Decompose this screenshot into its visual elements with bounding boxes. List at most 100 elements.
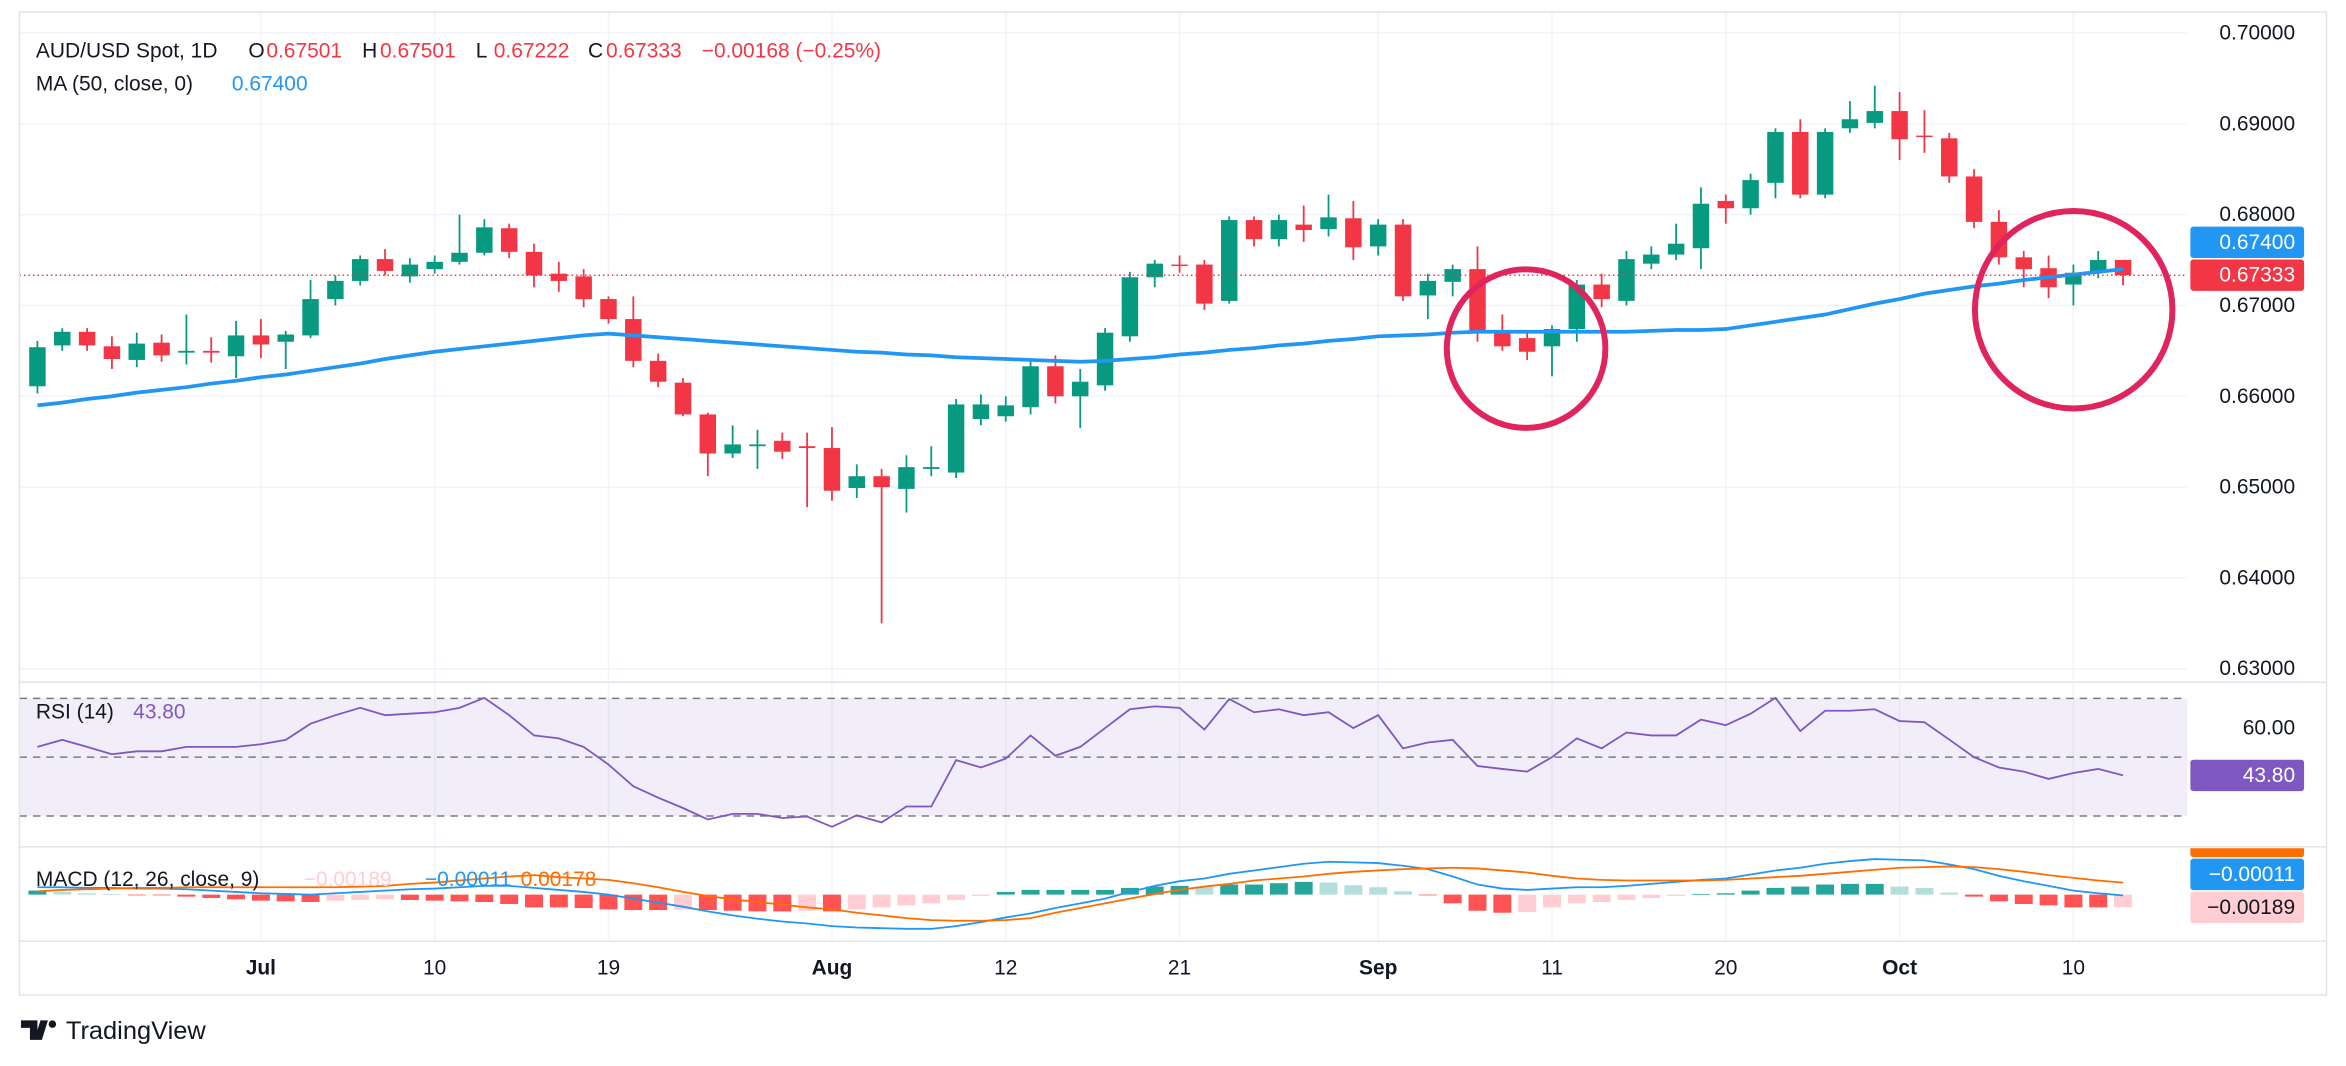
histogram-bar xyxy=(1667,894,1686,896)
x-tick-label: 12 xyxy=(994,957,1017,980)
histogram-bar xyxy=(351,894,370,900)
histogram-bar xyxy=(599,894,618,910)
histogram-bar xyxy=(2014,894,2033,905)
histogram-bar xyxy=(1369,887,1388,895)
candle-body xyxy=(401,264,419,277)
histogram-bar xyxy=(1443,894,1462,904)
candle-body xyxy=(699,414,717,454)
histogram-bar xyxy=(1418,894,1437,896)
x-tick-label: 10 xyxy=(423,957,446,980)
candle-body xyxy=(376,259,394,271)
histogram-bar xyxy=(723,894,742,911)
candle-body xyxy=(451,252,468,262)
axis-value-label: 43.80 xyxy=(2243,764,2295,787)
histogram-bar xyxy=(1840,883,1859,895)
candle-body xyxy=(2065,272,2082,285)
histogram-bar xyxy=(1915,887,1934,895)
candle-body xyxy=(1866,111,1883,123)
candle-body xyxy=(1494,332,1511,347)
price-axis: 0.63000 0.64000 0.65000 0.66000 0.67000 0.680… xyxy=(2190,21,2305,792)
histogram-bar xyxy=(1493,894,1512,913)
ma-value: 0.67400 xyxy=(232,72,308,95)
histogram-bar xyxy=(2064,894,2083,908)
histogram-bar xyxy=(2114,894,2133,908)
x-tick-label: 19 xyxy=(597,957,620,980)
axis-value-box xyxy=(2190,858,2305,891)
histogram-bar xyxy=(102,893,121,895)
candle-body xyxy=(600,299,617,320)
histogram-bar xyxy=(127,894,146,896)
candle-body xyxy=(1171,264,1188,267)
histogram-bar xyxy=(1766,887,1785,895)
histogram-bar xyxy=(1691,893,1710,895)
histogram-bar xyxy=(872,894,891,908)
histogram-bar xyxy=(1096,889,1115,895)
axis-value-label: −0.00189 xyxy=(2207,896,2295,919)
rsi-value: 43.80 xyxy=(133,701,185,724)
candle-body xyxy=(947,404,965,473)
candle-body xyxy=(2114,259,2132,276)
highlight-circle xyxy=(1443,266,1609,431)
close-value: 0.67333 xyxy=(606,39,682,62)
x-tick-label: Aug xyxy=(812,957,853,980)
histogram-bar xyxy=(1642,894,1661,898)
histogram-bar xyxy=(1319,882,1338,895)
axis-value-label: 0.00178 xyxy=(2219,830,2295,853)
histogram-bar xyxy=(1245,884,1264,895)
axis-value-box xyxy=(2190,891,2305,924)
histogram-bar xyxy=(1294,881,1313,895)
x-tick-label: Sep xyxy=(1359,957,1397,980)
candle-body xyxy=(1965,176,1983,222)
candle-body xyxy=(1022,366,1039,408)
y-tick-label: 0.65000 xyxy=(2219,476,2295,499)
histogram-bar xyxy=(1269,883,1288,895)
candle-body xyxy=(29,347,46,387)
histogram-bar xyxy=(1965,894,1984,897)
candle-body xyxy=(1941,138,1958,177)
candle-body xyxy=(525,251,543,276)
histogram-bar xyxy=(1046,889,1065,895)
histogram-bar xyxy=(525,894,543,908)
y-tick-label: 0.69000 xyxy=(2219,112,2295,135)
histogram-bar xyxy=(922,894,941,904)
candle-body xyxy=(1568,284,1586,330)
x-tick-label: 21 xyxy=(1168,957,1191,980)
macd-line xyxy=(37,858,2124,930)
histogram-bar xyxy=(1344,885,1363,895)
histogram-bar xyxy=(698,894,717,911)
candle-body xyxy=(1295,224,1312,231)
candle-body xyxy=(1320,217,1337,230)
histogram-bar xyxy=(276,894,295,902)
axis-value-box xyxy=(2190,259,2305,291)
ohlc-key: H xyxy=(362,39,377,62)
candle-body xyxy=(923,467,940,469)
candle-body xyxy=(823,448,841,491)
candle-body xyxy=(252,335,270,345)
y-tick-label: 0.67000 xyxy=(2219,294,2295,317)
candle-body xyxy=(1667,243,1685,255)
histogram-bar xyxy=(897,894,916,906)
rsi-line xyxy=(37,696,2124,828)
histogram-bar xyxy=(2089,894,2108,908)
candle-body xyxy=(1394,224,1412,297)
axis-value-label: 0.67400 xyxy=(2219,231,2295,254)
y-tick-label: 0.68000 xyxy=(2219,203,2295,226)
axis-value-label: −0.00011 xyxy=(2209,863,2295,886)
candle-body xyxy=(1072,381,1089,397)
candle-body xyxy=(1369,224,1387,247)
candle-body xyxy=(774,440,791,452)
candle-body xyxy=(476,227,493,253)
candle-body xyxy=(1841,119,1859,129)
candle-body xyxy=(1916,135,1933,138)
histogram-bar xyxy=(28,890,47,895)
histogram-bar xyxy=(1021,889,1040,895)
histogram-bar xyxy=(1890,886,1909,895)
candle-body xyxy=(426,261,443,270)
candle-body xyxy=(103,346,121,360)
histogram-bar xyxy=(947,894,966,900)
histogram-bar xyxy=(1989,894,2008,902)
histogram-bar xyxy=(1940,892,1959,895)
candle-body xyxy=(1717,200,1735,209)
histogram-bar xyxy=(227,894,246,900)
ohlc-key: O xyxy=(248,39,264,62)
